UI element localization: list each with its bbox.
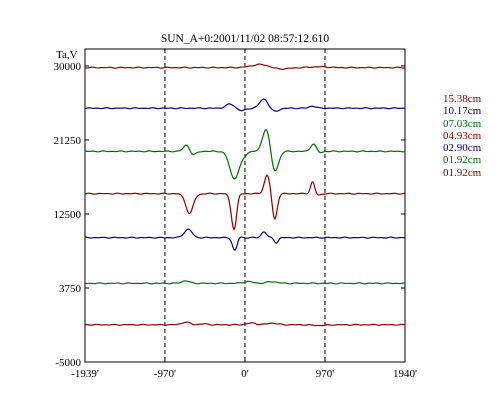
y-tick-label: 3750 [59,283,82,295]
x-tick-label: 1940' [393,368,417,380]
legend-item-1: 15.38cm [443,93,482,105]
y-tick-label: -5000 [55,357,81,369]
y-tick-label: 12500 [54,209,82,221]
y-tick-label: 21250 [54,135,82,147]
chart-title: SUN_A+0:2001/11/02 08:57:12.610 [161,33,330,45]
x-tick-label: -1939' [71,368,99,380]
series-line-2 [84,98,406,112]
x-tick-label: 0' [241,368,249,380]
series-line-5 [84,228,406,252]
legend-item-3: 07.03cm [443,117,482,130]
series-line-4 [84,174,406,232]
legend-item-6: 01.92cm [443,154,482,167]
series-line-1 [84,63,406,70]
series-line-6 [84,280,406,285]
chart-legend: 15.38cm 10.17cm 07.03cm 04.93cm 02.90cm 01.92… [443,93,499,179]
legend-item-5: 02.90cm [443,142,482,155]
legend-item-2: 10.17cm [443,105,482,118]
x-tick-label: 970' [316,368,335,380]
series-line-7 [84,321,406,327]
y-tick-label: 30000 [54,61,82,73]
y-axis-label: Ta,V [56,49,78,61]
legend-item-7: 01.92cm [443,166,482,179]
x-tick-label: -970' [154,368,176,380]
legend-item-4: 04.93cm [443,129,482,142]
series-line-3 [84,128,406,180]
